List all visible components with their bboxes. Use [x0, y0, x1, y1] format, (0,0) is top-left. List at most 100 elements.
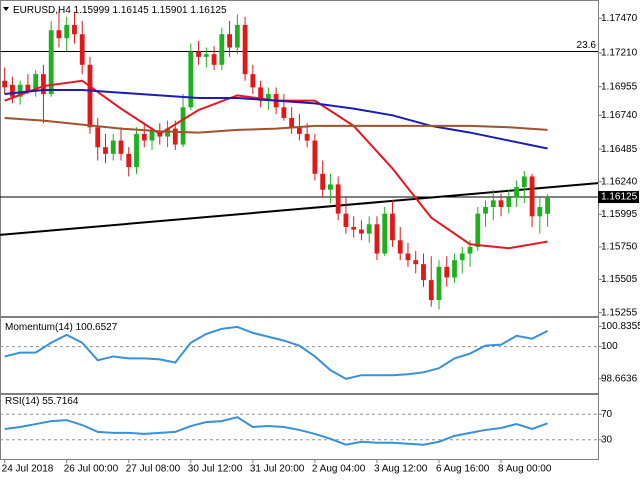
candle-body — [390, 213, 395, 241]
indicator-line — [4, 325, 549, 380]
plot-layer: 1.17470 1.17210 1.16955 1.16740 1.16485 1.162… — [0, 11, 640, 475]
candle-body — [219, 34, 225, 65]
candle-body — [413, 260, 419, 265]
candle-body — [79, 34, 85, 65]
candle-body — [529, 176, 535, 217]
candle-body — [521, 176, 527, 188]
moving-average — [4, 89, 548, 150]
candle-body — [382, 213, 388, 254]
candle-body — [126, 153, 132, 168]
candle-body — [335, 184, 341, 214]
y-tick-label: 98.6636 — [601, 373, 638, 384]
momentum-title: Momentum(14) 100.6527 — [5, 322, 118, 333]
candle-body — [95, 127, 101, 148]
candle-body — [56, 30, 62, 39]
candle-body — [498, 200, 504, 208]
candle-body — [351, 226, 357, 230]
x-tick-label: 2 Aug 04:00 — [312, 464, 366, 475]
candle-body — [33, 74, 39, 92]
candle-body — [87, 64, 93, 128]
trendline — [0, 182, 599, 236]
candle-body — [165, 128, 170, 137]
indicator-value: 55.7164 — [42, 396, 79, 407]
candle-body — [312, 140, 318, 174]
y-tick-label: 1.16955 — [601, 81, 638, 92]
candle-body — [281, 107, 287, 118]
x-tick-label: 26 Jul 00:00 — [64, 464, 119, 475]
candle-body — [405, 253, 411, 261]
candle-body — [483, 207, 488, 214]
candle-body — [304, 133, 310, 141]
y-tick-label: 1.15750 — [601, 242, 638, 253]
x-tick-label: 6 Aug 16:00 — [436, 464, 490, 475]
candle-body — [343, 213, 349, 227]
candle-body — [328, 184, 333, 190]
candle-body — [265, 94, 271, 101]
last-price-box — [598, 191, 639, 204]
y-tick-label: 100 — [601, 341, 618, 352]
x-tick-label: 3 Aug 12:00 — [374, 464, 428, 475]
candle-body — [258, 87, 264, 101]
candle-body — [320, 173, 326, 190]
candle-body — [452, 260, 457, 278]
candle-body — [172, 128, 178, 145]
candle-body — [196, 51, 201, 57]
momentum-panel — [0, 317, 599, 394]
candle-body — [490, 200, 496, 208]
candle-body — [72, 24, 77, 35]
candle-body — [359, 229, 364, 234]
y-tick-label: 100.8355 — [601, 321, 640, 332]
x-tick-label: 31 Jul 20:00 — [250, 464, 305, 475]
indicator-name: Momentum(14) — [5, 322, 73, 333]
moving-average — [4, 116, 548, 134]
chart-title: EURUSD,H4 1.15999 1.16145 1.15901 1.1612… — [13, 5, 227, 16]
y-tick-label: 1.15995 — [601, 209, 638, 220]
x-tick-label: 30 Jul 12:00 — [188, 464, 243, 475]
low-value: 1.15901 — [151, 5, 188, 16]
candle-body — [2, 80, 8, 88]
indicator-line — [4, 416, 548, 446]
candle-body — [118, 140, 124, 154]
candle-body — [296, 127, 302, 134]
indicator-name: RSI(14) — [5, 396, 39, 407]
y-tick-label: 1.17210 — [601, 47, 638, 58]
x-tick-label: 8 Aug 00:00 — [498, 464, 552, 475]
candle-body — [475, 213, 481, 247]
y-tick-label: 30 — [601, 434, 613, 445]
candle-body — [444, 266, 450, 278]
candle-body — [289, 117, 295, 128]
indicator-value: 100.6527 — [76, 322, 118, 333]
candle-body — [141, 133, 147, 141]
y-tick-label: 1.15505 — [601, 274, 638, 285]
price-panel — [0, 0, 599, 317]
candle-body — [467, 246, 473, 254]
open-value: 1.15999 — [74, 5, 111, 16]
candle-body — [110, 140, 116, 154]
candle-body — [366, 224, 372, 234]
candle-body — [17, 84, 23, 97]
candle-body — [428, 280, 434, 301]
x-tick-label: 27 Jul 08:00 — [126, 464, 181, 475]
y-tick-label: 1.17470 — [601, 13, 638, 24]
menu-triangle — [3, 7, 9, 11]
candle-body — [149, 131, 155, 141]
candle-body — [188, 51, 194, 108]
y-tick-label: 1.16240 — [601, 176, 638, 187]
x-tick-label: 24 Jul 2018 — [2, 464, 54, 475]
candle-body — [134, 133, 139, 168]
candle-body — [203, 54, 209, 57]
rsi-panel — [0, 394, 599, 460]
rsi-title: RSI(14) 55.7164 — [5, 396, 79, 407]
candle-body — [234, 24, 240, 48]
candle-body — [180, 107, 186, 145]
candle-body — [227, 34, 232, 48]
candle-body — [48, 30, 54, 95]
candle-body — [25, 84, 31, 92]
candle-body — [64, 24, 70, 39]
candle-body — [10, 84, 15, 97]
high-value: 1.16145 — [113, 5, 150, 16]
candle-body — [459, 253, 465, 261]
y-tick-label: 70 — [601, 409, 613, 420]
candle-body — [421, 264, 426, 281]
